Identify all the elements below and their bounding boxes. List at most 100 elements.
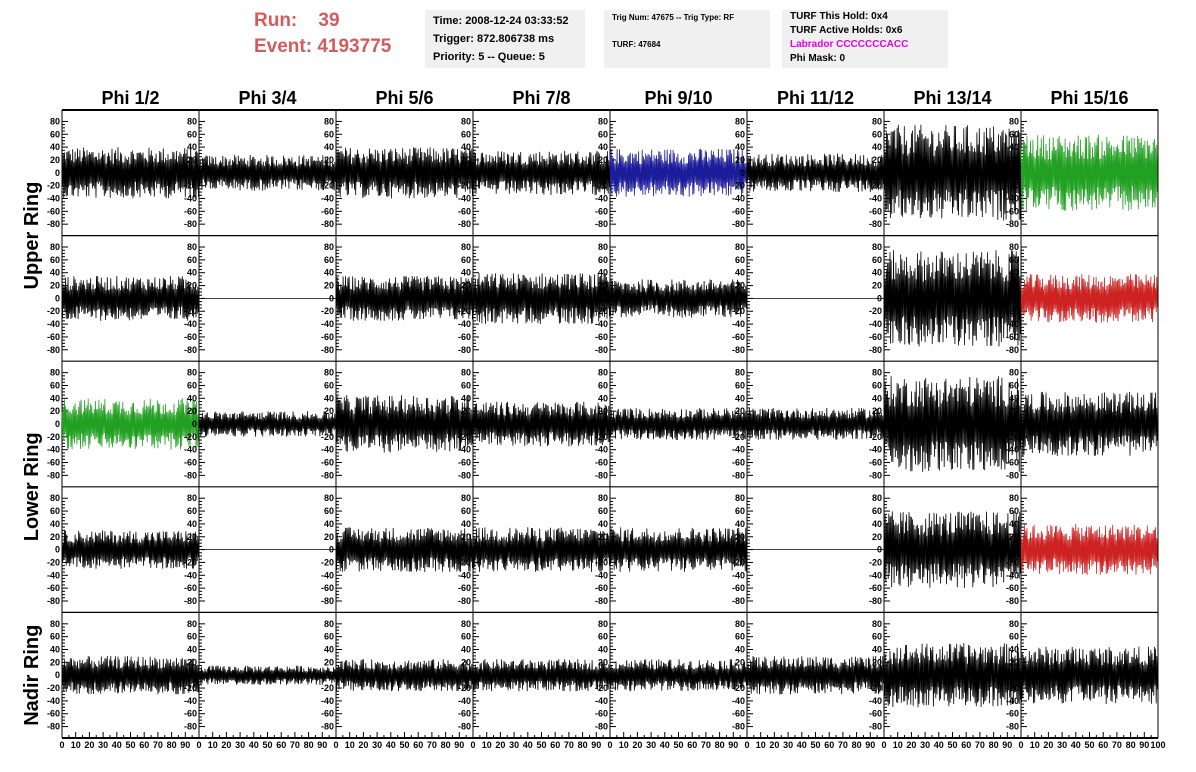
y-tick-label: 20 <box>872 155 882 165</box>
x-tick-label: 10 <box>619 740 629 750</box>
y-tick-label: 20 <box>324 532 334 542</box>
y-tick-label: -40 <box>47 696 60 706</box>
y-tick-label: 60 <box>50 129 60 139</box>
y-tick-label: -40 <box>458 445 471 455</box>
y-tick-label: 0 <box>55 168 60 178</box>
y-tick-label: 80 <box>735 493 745 503</box>
waveform-panel: 80 60 40 20 0 -20 -40 -60 -80 <box>732 361 885 487</box>
x-tick-label: 90 <box>728 740 738 750</box>
y-tick-label: 0 <box>192 419 197 429</box>
column-header: Phi 7/8 <box>512 88 570 108</box>
x-tick-label: 40 <box>1071 740 1081 750</box>
waveform-panel: 80 60 40 20 0 -20 -40 -60 -80 <box>47 486 200 613</box>
y-tick-label: 20 <box>735 532 745 542</box>
turf-active-holds-text: TURF Active Holds: 0x6 <box>790 25 903 36</box>
y-tick-label: -40 <box>1006 696 1019 706</box>
y-tick-label: 20 <box>598 155 608 165</box>
y-tick-label: 80 <box>187 368 197 378</box>
run-label: Run: <box>254 10 298 31</box>
y-tick-label: 20 <box>50 281 60 291</box>
y-tick-label: 80 <box>872 619 882 629</box>
y-tick-label: 40 <box>324 645 334 655</box>
y-tick-label: -40 <box>321 445 334 455</box>
y-tick-label: -80 <box>458 345 471 355</box>
y-tick-label: 20 <box>50 532 60 542</box>
waveform-panel: 80 60 40 20 0 -20 -40 -60 -80 <box>184 361 337 487</box>
y-tick-label: 60 <box>1009 506 1019 516</box>
y-tick-label: -80 <box>732 219 745 229</box>
y-tick-label: 80 <box>1009 493 1019 503</box>
waveform-trace <box>198 154 337 191</box>
y-tick-label: -40 <box>321 696 334 706</box>
waveform-trace <box>335 395 474 453</box>
y-tick-label: -80 <box>458 219 471 229</box>
x-tick-label: 90 <box>1002 740 1012 750</box>
time-text: Time: 2008-12-24 03:33:52 <box>433 15 569 27</box>
waveform-panel: 80 60 40 20 0 -20 -40 -60 -80 <box>184 110 337 236</box>
y-tick-label: -20 <box>595 306 608 316</box>
y-tick-label: 0 <box>192 168 197 178</box>
waveform-panel: 80 60 40 20 0 -20 -40 -60 -80 <box>732 235 884 362</box>
x-tick-label: 80 <box>304 740 314 750</box>
waveform-trace <box>883 250 1022 347</box>
y-tick-label: 20 <box>461 281 471 291</box>
waveform-trace <box>609 659 748 692</box>
y-tick-label: 20 <box>872 532 882 542</box>
y-tick-label: -80 <box>458 470 471 480</box>
y-tick-label: -40 <box>458 570 471 580</box>
y-tick-label: -40 <box>47 445 60 455</box>
waveform-trace <box>1020 523 1159 575</box>
y-tick-label: 40 <box>187 393 197 403</box>
y-tick-label: -60 <box>869 583 882 593</box>
x-tick-label: 40 <box>249 740 259 750</box>
x-tick-label: 70 <box>290 740 300 750</box>
waveform-trace <box>746 407 885 440</box>
y-tick-label: -60 <box>732 583 745 593</box>
x-tick-label: 70 <box>975 740 985 750</box>
x-tick-label: 70 <box>838 740 848 750</box>
x-tick-label: 10 <box>1030 740 1040 750</box>
waveform-panel: 80 60 40 20 0 -20 -40 -60 -80 <box>47 361 200 487</box>
x-tick-label: 20 <box>1043 740 1053 750</box>
y-tick-label: 60 <box>461 129 471 139</box>
waveform-trace <box>1020 134 1159 211</box>
y-tick-label: 60 <box>324 506 334 516</box>
y-tick-label: 80 <box>1009 242 1019 252</box>
waveform-trace <box>472 401 611 447</box>
y-tick-label: 60 <box>461 380 471 390</box>
waveform-panel: 80 60 40 20 0 -20 -40 -60 -80 <box>732 612 885 738</box>
y-tick-label: 80 <box>50 242 60 252</box>
y-tick-label: -80 <box>47 596 60 606</box>
y-tick-label: 60 <box>1009 255 1019 265</box>
y-tick-label: 20 <box>872 281 882 291</box>
x-tick-label: 0 <box>744 740 749 750</box>
y-tick-label: -20 <box>1006 181 1019 191</box>
y-tick-label: 0 <box>740 670 745 680</box>
y-tick-label: 0 <box>1014 293 1019 303</box>
x-tick-label: 50 <box>810 740 820 750</box>
waveform-trace <box>609 527 748 572</box>
y-tick-label: 60 <box>50 632 60 642</box>
waveform-panel: 80 60 40 20 0 -20 -40 -60 -80 <box>184 612 337 738</box>
y-tick-label: -60 <box>458 458 471 468</box>
y-tick-label: 80 <box>187 619 197 629</box>
y-tick-label: -60 <box>1006 332 1019 342</box>
x-tick-label: 70 <box>564 740 574 750</box>
x-tick-label: 70 <box>153 740 163 750</box>
y-tick-label: 20 <box>324 155 334 165</box>
y-tick-label: -20 <box>732 557 745 567</box>
x-tick-label: 90 <box>180 740 190 750</box>
y-tick-label: 40 <box>324 519 334 529</box>
y-tick-label: 40 <box>872 268 882 278</box>
y-tick-label: 20 <box>461 532 471 542</box>
x-tick-label: 60 <box>139 740 149 750</box>
waveform-panel: 80 60 40 20 0 -20 -40 -60 -80 <box>869 361 1022 487</box>
y-tick-label: 80 <box>872 242 882 252</box>
y-tick-label: -20 <box>1006 432 1019 442</box>
x-tick-label: 20 <box>495 740 505 750</box>
y-tick-label: 0 <box>329 545 334 555</box>
y-tick-label: 80 <box>461 493 471 503</box>
x-tick-label: 20 <box>84 740 94 750</box>
x-tick-label: 40 <box>523 740 533 750</box>
waveform-panel: 80 60 40 20 0 -20 -40 -60 -80 <box>321 486 474 613</box>
